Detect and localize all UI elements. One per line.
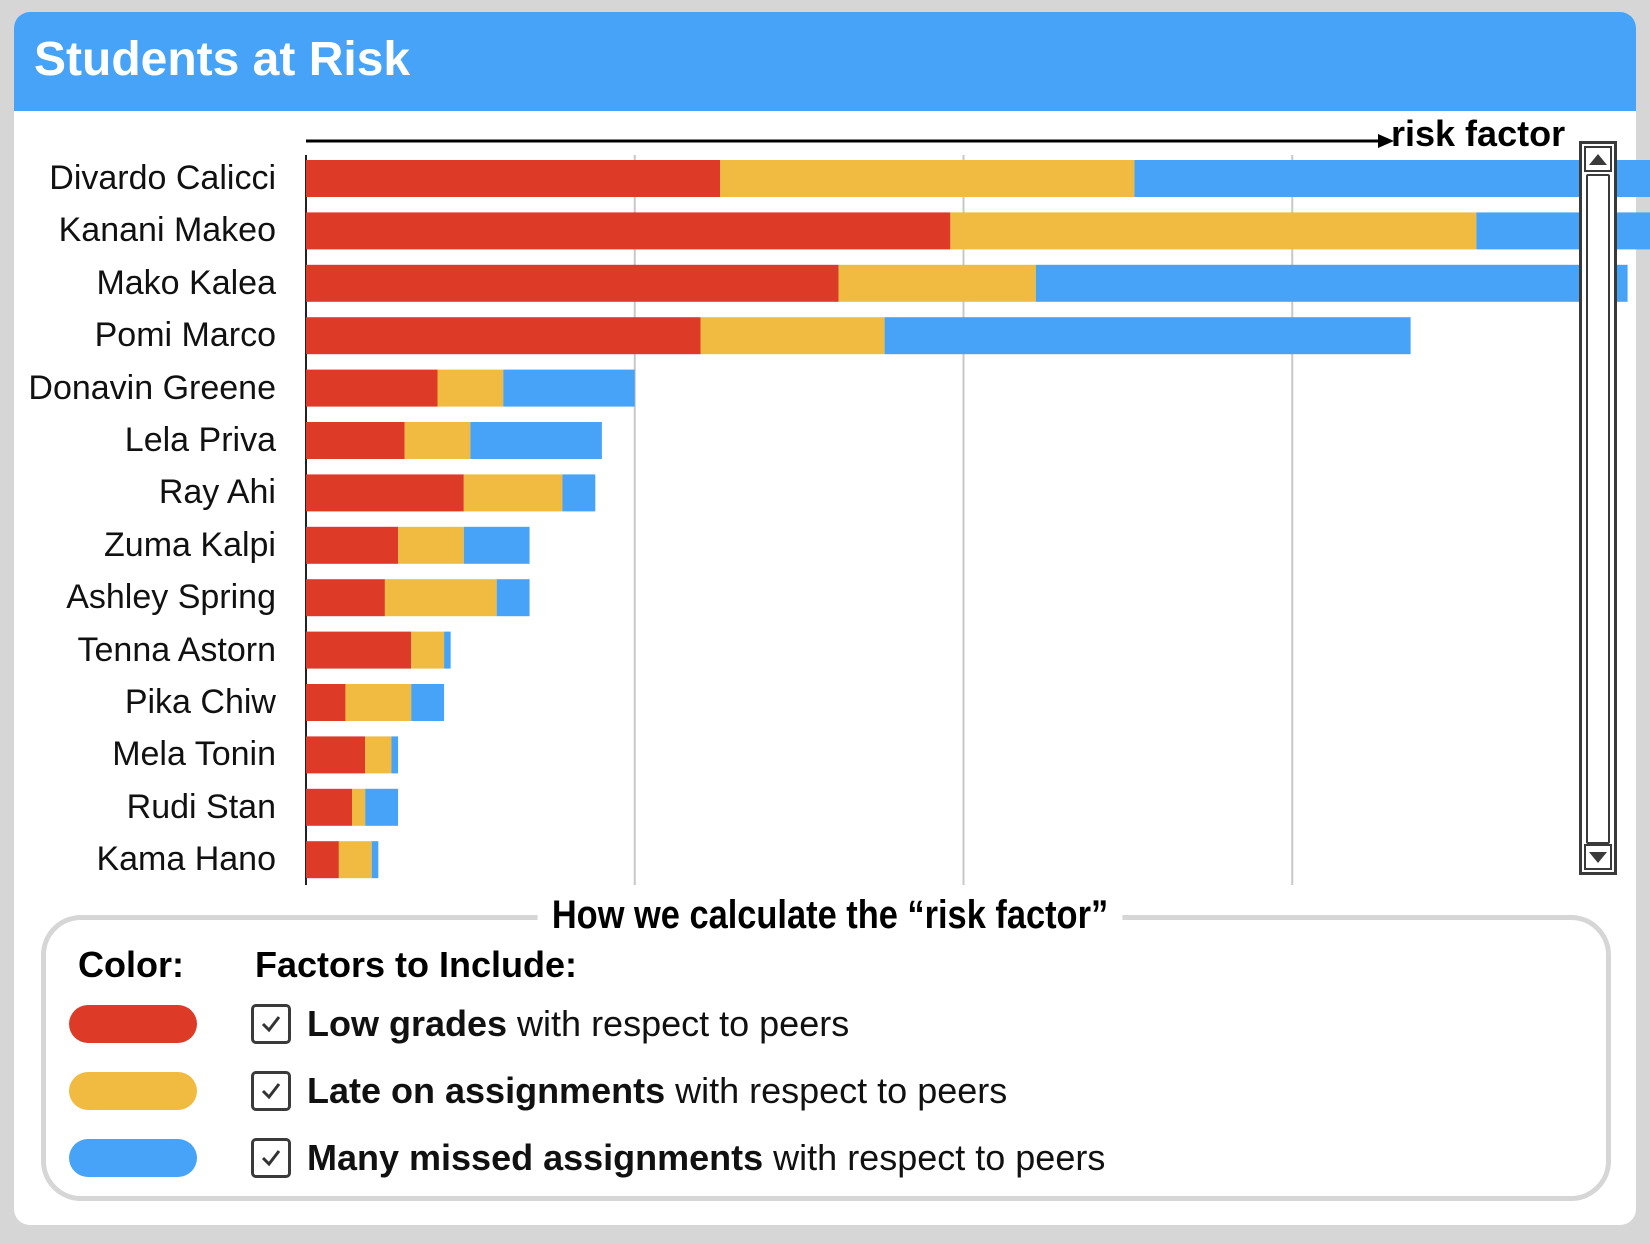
student-name: Pika Chiw (124, 683, 276, 721)
bar-segment (720, 160, 1135, 197)
factor-checkbox[interactable] (251, 1071, 291, 1111)
factor-description: with respect to peers (665, 1070, 1008, 1111)
student-name: Ashley Spring (66, 578, 276, 617)
bar-segment (1134, 160, 1650, 197)
student-name: Mako Kalea (96, 263, 276, 302)
panel-header: Students at Risk (14, 12, 1636, 111)
color-heading: Color: (78, 944, 184, 985)
bar-segment (306, 788, 353, 826)
student-name: Lela Priva (124, 421, 276, 459)
legend-title: How we calculate the “risk factor” (537, 890, 1123, 940)
factor-name: Many missed assignments (307, 1137, 764, 1178)
bar-segment (352, 788, 366, 826)
student-name: Kanani Makeo (58, 211, 276, 250)
legend-box (41, 915, 1611, 1201)
bar-segment (838, 264, 1036, 302)
student-name: Divardo Calicci (49, 159, 276, 197)
scroll-down-button[interactable] (1584, 844, 1612, 870)
color-swatch (69, 1005, 197, 1043)
factor-checkbox[interactable] (251, 1004, 291, 1044)
student-name: Rudi Stan (126, 787, 276, 826)
bar-segment (463, 526, 530, 564)
bar-segment (503, 369, 635, 407)
student-name: Donavin Greene (28, 368, 276, 407)
bar-segment (306, 526, 399, 564)
bar-segment (496, 579, 530, 617)
factor-label: Late on assignments with respect to peer… (307, 1070, 1007, 1112)
bar-segment (411, 684, 445, 721)
bar-segment (306, 369, 438, 407)
factors-heading: Factors to Include: (255, 944, 578, 985)
bar-segment (306, 579, 385, 617)
bar-segment (404, 422, 471, 459)
factor-description: with respect to peers (763, 1137, 1106, 1178)
checkmark-icon (261, 1150, 281, 1167)
student-name: Ray Ahi (158, 473, 276, 512)
bar-segment (306, 317, 701, 355)
bar-segment (700, 317, 885, 355)
checkmark-icon (261, 1016, 281, 1033)
student-name: Pomi Marco (94, 316, 276, 355)
student-name: Mela Tonin (112, 735, 276, 774)
x-axis-arrowhead (1378, 134, 1394, 148)
bar-segment (1476, 212, 1650, 250)
bar-segment (391, 736, 399, 774)
bar-segment (306, 736, 366, 774)
bar-segment (306, 474, 464, 512)
bar-segment (384, 579, 497, 617)
student-name: Zuma Kalpi (104, 525, 276, 564)
factor-label: Low grades with respect to peers (307, 1003, 849, 1045)
factor-checkbox[interactable] (251, 1138, 291, 1178)
color-swatch (69, 1139, 197, 1177)
scroll-up-button[interactable] (1584, 146, 1612, 172)
page-title: Students at Risk (34, 33, 411, 86)
bar-segment (365, 788, 399, 826)
bar-segment (306, 160, 721, 197)
bar-segment (306, 212, 951, 250)
vertical-scrollbar[interactable] (1579, 141, 1617, 875)
factor-description: with respect to peers (507, 1003, 850, 1044)
color-swatch (69, 1072, 197, 1110)
arrow-down-icon (1589, 851, 1607, 863)
factor-label: Many missed assignments with respect to … (307, 1137, 1105, 1179)
bar-segment (411, 631, 445, 669)
factor-name: Low grades (307, 1003, 508, 1044)
factor-name: Late on assignments (307, 1070, 666, 1111)
student-name: Kama Hano (96, 840, 276, 879)
bar-segment (345, 684, 412, 721)
bar-segment (306, 684, 346, 721)
bar-segment (306, 841, 339, 879)
axis-title: risk factor (1391, 113, 1566, 154)
bar-segment (306, 264, 839, 302)
bar-segment (463, 474, 563, 512)
bar-segment (371, 841, 379, 879)
bar-segment (306, 631, 412, 669)
bar-segment (884, 317, 1411, 355)
bar-segment (338, 841, 372, 879)
bar-segment (562, 474, 596, 512)
bar-segment (365, 736, 392, 774)
bar-segment (398, 526, 464, 564)
bar-segment (950, 212, 1477, 250)
student-name: Tenna Astorn (77, 630, 276, 669)
bar-segment (437, 369, 504, 407)
arrow-up-icon (1589, 153, 1607, 165)
bar-segment (306, 422, 405, 459)
bar-segment (444, 631, 451, 669)
checkmark-icon (261, 1083, 281, 1100)
bar-segment (1035, 264, 1628, 302)
scroll-thumb[interactable] (1586, 174, 1610, 844)
bar-segment (470, 422, 602, 459)
